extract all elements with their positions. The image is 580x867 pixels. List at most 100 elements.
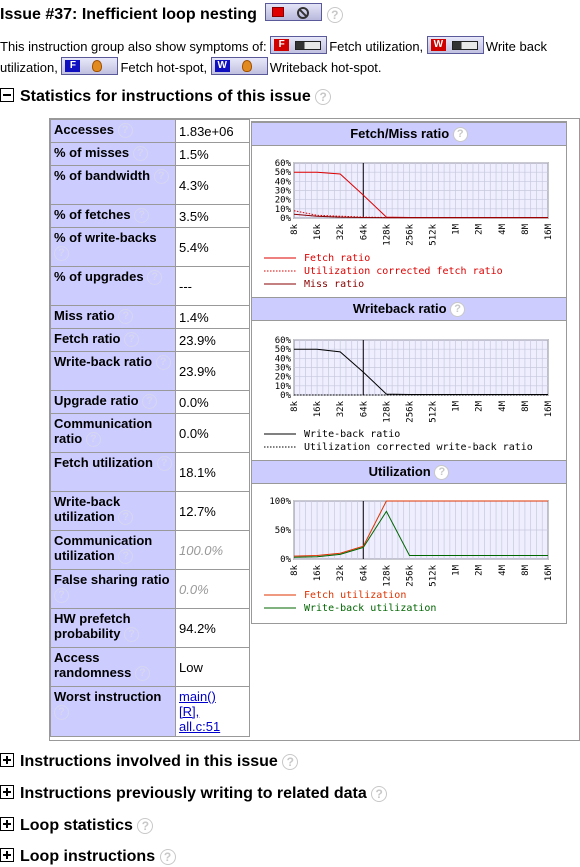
y-tick-label: 40% [275,354,292,364]
stats-label: Communication ratio ? [50,413,176,453]
help-icon[interactable]: ? [156,456,172,472]
help-icon[interactable]: ? [137,817,154,834]
worst-instruction-link[interactable]: [R], [179,704,200,719]
help-icon[interactable]: ? [134,666,150,682]
stats-row: False sharing ratio ? 0.0% [50,569,250,609]
section-title: Instructions involved in this issue [20,753,278,770]
stats-label: % of misses ? [50,142,176,166]
help-icon[interactable]: ? [54,246,69,262]
expand-icon[interactable] [0,753,14,767]
x-tick-label: 4M [498,400,508,411]
stats-label: Access randomness ? [50,647,176,687]
expand-icon[interactable] [0,817,14,831]
legend-label: Miss ratio [304,279,364,290]
collapse-icon[interactable] [0,88,14,102]
stats-label: Write-back ratio ? [50,351,176,391]
help-icon[interactable]: ? [134,208,150,224]
x-tick-label: 32k [336,400,346,417]
stats-value: main() [R], all.c:51 [175,686,250,737]
stats-value: 23.9% [175,328,250,352]
stats-label: Upgrade ratio ? [50,390,176,414]
statistics-section-header[interactable]: Statistics for instructions of this issu… [0,88,332,106]
x-tick-label: 256k [405,223,415,245]
y-tick-label: 0% [280,391,291,401]
expand-icon[interactable] [0,848,14,862]
loop-instructions-section-header[interactable]: Loop instructions ? [0,848,176,866]
help-icon[interactable]: ? [452,127,468,143]
help-icon[interactable]: ? [326,6,343,23]
stats-label-text: Access randomness [54,650,132,680]
stats-label-text: % of bandwidth [54,168,151,183]
stats-label-text: % of write-backs [54,230,157,245]
help-icon[interactable]: ? [153,169,169,185]
stats-label-text: Communication utilization [54,533,153,563]
stats-label: Fetch utilization ? [50,452,176,492]
help-icon[interactable]: ? [434,465,450,481]
fetch-hotspot-icon[interactable]: F [61,57,119,75]
writeback-chart: 60%50%40%30%20%10%0%8k 16k 32k 64k 128k 256k 5… [264,336,554,453]
x-tick-label: 8k [290,400,300,411]
help-icon[interactable]: ? [54,705,69,721]
x-tick-label: 2M [475,400,485,411]
legend-label: Utilization corrected fetch ratio [304,266,503,277]
x-tick-label: 16k [313,223,323,240]
help-icon[interactable]: ? [142,394,158,410]
chart-title-writeback: Writeback ratio ? [252,297,566,321]
symptoms-line: This instruction group also show symptom… [0,36,580,78]
help-icon[interactable]: ? [159,848,176,865]
stats-label: Worst instruction ? [50,686,176,737]
help-icon[interactable]: ? [155,355,171,371]
help-icon[interactable]: ? [118,549,134,565]
stats-row: % of bandwidth ? 4.3% [50,165,250,205]
help-icon[interactable]: ? [118,309,134,325]
stats-value: Low [175,647,250,687]
help-icon[interactable]: ? [315,88,332,105]
symptom-label: Writeback hot-spot. [269,60,382,75]
fetch-utilization-icon[interactable]: F [270,36,328,54]
stats-label-text: % of fetches [54,207,131,222]
x-tick-label: 64k [359,223,369,240]
x-tick-label: 512k [429,223,439,245]
loop-statistics-section-header[interactable]: Loop statistics ? [0,817,154,835]
stats-row: % of fetches ? 3.5% [50,204,250,228]
y-tick-label: 40% [275,177,292,187]
y-tick-label: 20% [275,196,292,206]
x-tick-label: 1M [452,223,462,234]
help-icon[interactable]: ? [147,270,163,286]
x-tick-label: 1M [452,564,462,575]
help-icon[interactable]: ? [450,302,466,318]
issue-toggle-button[interactable] [265,3,323,21]
instructions-section-header[interactable]: Instructions involved in this issue ? [0,753,299,771]
y-tick-label: 0% [280,214,291,224]
worst-instruction-link[interactable]: all.c:51 [179,719,221,734]
stats-label: HW prefetch probability ? [50,608,176,648]
help-icon[interactable]: ? [282,753,299,770]
previous-writers-section-header[interactable]: Instructions previously writing to relat… [0,785,388,803]
series-line [293,213,548,219]
help-icon[interactable]: ? [117,123,133,139]
stats-value: 3.5% [175,204,250,228]
x-tick-label: 32k [336,564,346,581]
help-icon[interactable]: ? [124,627,140,643]
y-tick-label: 30% [275,187,292,197]
stats-row: Fetch ratio ? 23.9% [50,328,250,352]
section-title: Loop instructions [20,848,156,865]
help-icon[interactable]: ? [132,146,148,162]
worst-instruction-link[interactable]: main() [179,689,216,704]
help-icon[interactable]: ? [118,510,134,526]
statistics-section-title: Statistics for instructions of this issu… [20,88,311,105]
stats-value: 1.4% [175,305,250,329]
expand-icon[interactable] [0,785,14,799]
help-icon[interactable]: ? [54,588,69,604]
stats-label-text: Write-back ratio [54,354,153,369]
stats-label-text: False sharing ratio [54,572,170,587]
writeback-hotspot-icon[interactable]: W [210,57,268,75]
legend-label: Write-back ratio [304,429,400,440]
help-icon[interactable]: ? [124,332,140,348]
x-tick-label: 64k [359,564,369,581]
writeback-utilization-icon[interactable]: W [426,36,484,54]
stats-row: Communication utilization ? 100.0% [50,530,250,570]
help-icon[interactable]: ? [85,432,101,448]
help-icon[interactable]: ? [371,785,388,802]
x-tick-label: 16M [544,564,554,581]
